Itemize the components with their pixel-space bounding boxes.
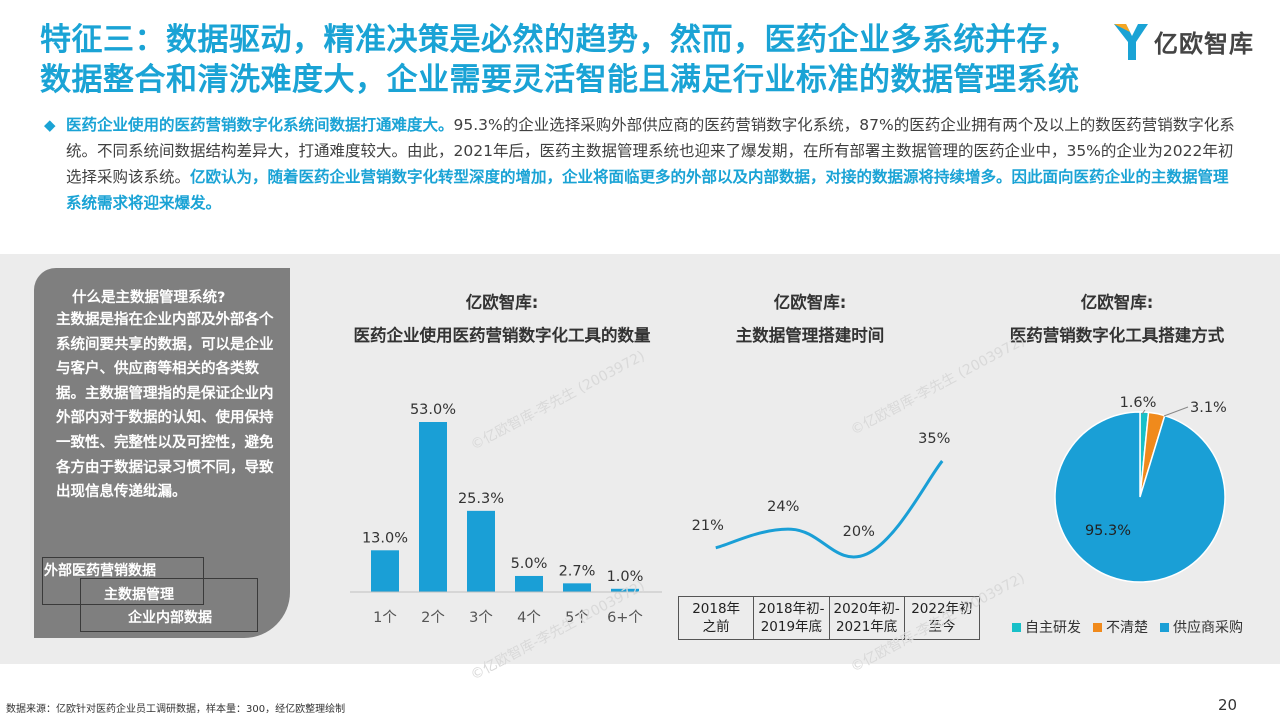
line-chart-title-2: 主数据管理搭建时间 bbox=[735, 326, 885, 345]
bar-category-label: 6+个 bbox=[607, 609, 643, 626]
line-value-label: 24% bbox=[767, 499, 799, 515]
title-line-2: 数据整合和清洗难度大，企业需要灵活智能且满足行业标准的数据管理系统 bbox=[40, 62, 1080, 98]
inner-data-label: 企业内部数据 bbox=[128, 610, 212, 626]
title-line-1: 特征三：数据驱动，精准决策是必然的趋势，然而，医药企业多系统并存， bbox=[40, 22, 1080, 58]
legend-label: 供应商采购 bbox=[1173, 620, 1243, 636]
line-chart-title-1: 亿欧智库: bbox=[773, 293, 847, 312]
timeline-period-label: 2018年初- 2019年底 bbox=[753, 596, 830, 640]
inner-data-box bbox=[80, 578, 258, 632]
legend-swatch bbox=[1012, 622, 1021, 632]
timeline-period-label: 2022年初 至今 bbox=[903, 596, 981, 640]
timeline-axis-table: 2018年 之前 2018年初- 2019年底 2020年初- 2021年底 2022年初至… bbox=[677, 596, 981, 640]
bar bbox=[515, 575, 543, 592]
bar-category-label: 1个 bbox=[373, 609, 397, 626]
intro-paragraph: ◆ 医药企业使用的医药营销数字化系统间数据打通难度大。95.3%的企业选择采购外… bbox=[44, 112, 1244, 216]
bar-chart: 13.0% 1个 53.0% 2个 25.3% 3个 5.0% 4个 2.7% 5个 1.0% 6+个 bbox=[350, 402, 662, 626]
pie-chart-title-2: 医药营销数字化工具搭建方式 bbox=[1009, 326, 1225, 345]
bar bbox=[371, 550, 399, 592]
line-chart: 21% 24% 20% 35% bbox=[692, 431, 950, 559]
legend-swatch bbox=[1160, 622, 1169, 632]
legend-item: 供应商采购 bbox=[1160, 620, 1243, 636]
pie-leader-line bbox=[1141, 409, 1146, 415]
diamond-bullet-icon: ◆ bbox=[44, 116, 56, 134]
legend-label: 不清楚 bbox=[1106, 620, 1148, 636]
intro-body: 95.3%的企业选择采购外部供应商的医药营销数字化系统，87%的医药企业拥有两个… bbox=[66, 116, 1235, 186]
pie-chart: 1.6% 3.1% 95.3% bbox=[1054, 395, 1227, 583]
data-source-note: 数据来源：亿欧针对医药企业员工调研数据，样本量：300，经亿欧整理绘制 bbox=[6, 704, 346, 715]
page-number: 20 bbox=[1218, 696, 1238, 714]
pie-legend: 自主研发 不清楚 供应商采购 bbox=[1012, 617, 1255, 637]
bar-value-label: 53.0% bbox=[410, 402, 456, 418]
bar-chart-title-2: 医药企业使用医药营销数字化工具的数量 bbox=[353, 326, 651, 345]
line-series bbox=[715, 460, 944, 559]
pie-chart-title-1: 亿欧智库: bbox=[1080, 293, 1154, 312]
outer-data-label: 外部医药营销数据 bbox=[44, 563, 156, 579]
bar-category-label: 5个 bbox=[565, 609, 589, 626]
timeline-period-label: 2020年初- 2021年底 bbox=[828, 596, 905, 640]
outer-data-box bbox=[42, 557, 204, 605]
legend-label: 自主研发 bbox=[1025, 620, 1081, 636]
bar-value-label: 1.0% bbox=[607, 569, 644, 585]
intro-highlight: 亿欧认为，随着医药企业营销数字化转型深度的增加，企业将面临更多的外部以及内部数据… bbox=[66, 168, 1229, 212]
pie-slice-label: 3.1% bbox=[1190, 400, 1227, 416]
line-value-label: 21% bbox=[692, 518, 724, 534]
bar bbox=[419, 422, 447, 592]
legend-item: 自主研发 bbox=[1012, 620, 1081, 636]
bar bbox=[611, 588, 639, 592]
bar-value-label: 2.7% bbox=[559, 563, 596, 579]
definition-heading: 什么是主数据管理系统? bbox=[72, 290, 226, 306]
pie-slice-label: 1.6% bbox=[1120, 395, 1157, 411]
bar bbox=[563, 583, 591, 592]
intro-lead: 医药企业使用的医药营销数字化系统间数据打通难度大。 bbox=[66, 116, 454, 134]
bar-value-label: 5.0% bbox=[511, 556, 548, 572]
bar-category-label: 4个 bbox=[517, 609, 541, 626]
pie-leader-line bbox=[1163, 406, 1189, 417]
definition-box bbox=[34, 268, 290, 638]
pie-slice-label: 95.3% bbox=[1085, 523, 1131, 539]
bar-value-label: 25.3% bbox=[458, 491, 504, 507]
bar-value-label: 13.0% bbox=[362, 530, 408, 546]
logo-mark-icon bbox=[1114, 24, 1148, 60]
pie-slice bbox=[1054, 411, 1226, 583]
brand-logo: 亿欧智库 bbox=[1110, 18, 1270, 62]
line-value-label: 20% bbox=[843, 524, 875, 540]
bar bbox=[467, 510, 495, 592]
legend-swatch bbox=[1093, 622, 1102, 632]
definition-text: 主数据是指在企业内部及外部各个系统间要共享的数据，可以是企业与客户、供应商等相关… bbox=[56, 312, 274, 501]
master-data-label: 主数据管理 bbox=[104, 587, 174, 603]
bar-category-label: 2个 bbox=[421, 609, 445, 626]
bar-chart-title-1: 亿欧智库: bbox=[465, 293, 539, 312]
line-value-label: 35% bbox=[918, 431, 950, 447]
logo-text: 亿欧智库 bbox=[1154, 30, 1254, 58]
page-title: 特征三：数据驱动，精准决策是必然的趋势，然而，医药企业多系统并存， 数据整合和清… bbox=[40, 20, 1120, 100]
legend-item: 不清楚 bbox=[1093, 620, 1148, 636]
bar-category-label: 3个 bbox=[469, 609, 493, 626]
timeline-period-label: 2018年 之前 bbox=[677, 596, 755, 640]
